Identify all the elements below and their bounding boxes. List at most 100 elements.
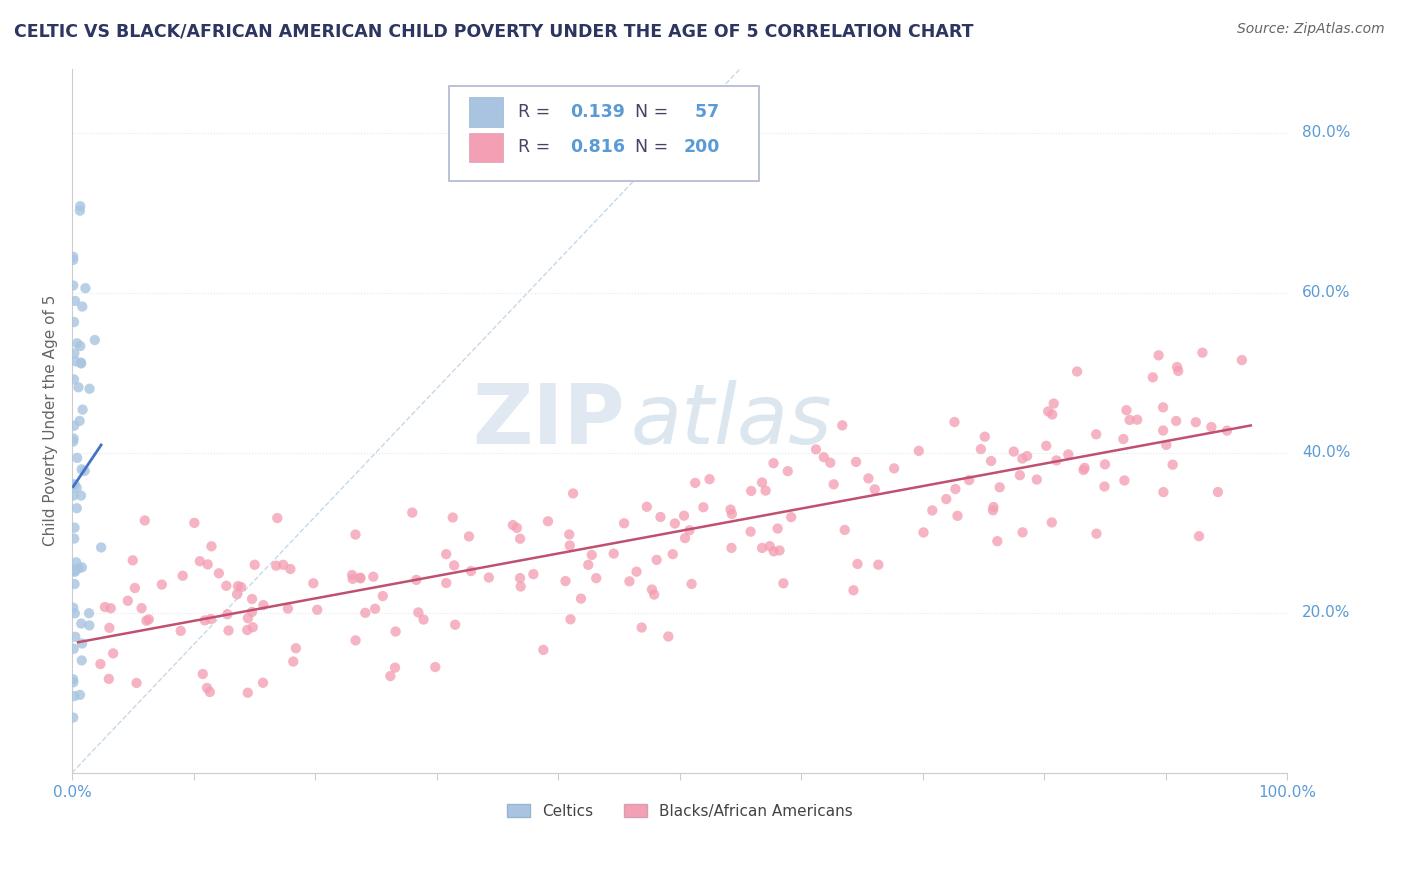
Point [425,660,447,674]
Point [69,199,91,213]
Point [172,568,194,582]
Point [560,612,582,626]
Point [65,354,87,368]
Point [69,414,91,428]
Point [94,600,117,615]
Point [751,541,773,555]
Point [62,672,84,686]
Point [478,570,501,584]
Point [70,462,93,476]
Point [371,589,394,603]
Point [1230,353,1253,368]
Point [131,601,153,615]
Point [62,250,84,264]
Point [813,450,835,465]
Point [70,616,93,631]
Point [1040,408,1063,422]
Point [354,606,377,620]
Point [100,601,122,615]
Point [283,655,305,669]
Point [531,643,554,657]
Point [509,571,531,585]
Text: N =: N = [634,103,673,121]
Point [943,415,966,429]
Point [217,607,239,622]
Bar [470,133,503,162]
Point [740,524,762,539]
Point [69,688,91,702]
Point [264,558,287,573]
Point [69,203,91,218]
Point [981,503,1004,517]
Text: 0.139: 0.139 [571,103,626,121]
Point [63,372,86,386]
Point [657,630,679,644]
Point [1017,449,1039,463]
Point [62,477,84,491]
Point [645,553,668,567]
Point [1167,364,1189,378]
Point [641,582,664,597]
Point [63,577,86,591]
Point [349,571,371,585]
Point [1191,345,1213,359]
Point [62,641,84,656]
Point [921,503,943,517]
Point [558,527,581,541]
Point [1042,396,1064,410]
Point [683,475,706,490]
Point [70,356,93,370]
Point [1073,463,1095,477]
Point [62,252,84,267]
Point [858,471,880,485]
Point [602,547,624,561]
Point [1114,474,1136,488]
Point [1040,516,1063,530]
Point [831,418,853,433]
Point [1161,458,1184,472]
Point [1025,473,1047,487]
Point [1152,424,1174,438]
Point [98,621,121,635]
Text: CELTIC VS BLACK/AFRICAN AMERICAN CHILD POVERTY UNDER THE AGE OF 5 CORRELATION CH: CELTIC VS BLACK/AFRICAN AMERICAN CHILD P… [14,22,973,40]
Point [125,676,148,690]
Point [740,483,762,498]
Point [554,574,576,588]
Text: 57: 57 [683,103,720,121]
Point [63,562,86,576]
Point [945,482,967,496]
Point [62,432,84,446]
Point [1147,348,1170,362]
Point [380,669,402,683]
Point [215,579,238,593]
Text: 40.0%: 40.0% [1302,445,1350,460]
Point [1156,438,1178,452]
Point [277,601,299,615]
Text: R =: R = [517,103,555,121]
Point [630,621,652,635]
Point [67,380,90,394]
Point [302,576,325,591]
Text: 60.0%: 60.0% [1302,285,1350,300]
Point [1152,485,1174,500]
Point [364,601,387,615]
Point [75,281,97,295]
Point [643,588,665,602]
Point [70,356,93,370]
Point [67,561,90,575]
Point [266,511,288,525]
Point [236,686,259,700]
Point [340,568,363,582]
Point [1142,370,1164,384]
Point [562,486,585,500]
Point [842,583,865,598]
Point [509,580,531,594]
Text: 20.0%: 20.0% [1302,605,1350,620]
Point [772,576,794,591]
Point [681,577,703,591]
Point [626,565,648,579]
Point [502,518,524,533]
Point [65,630,87,644]
Point [846,557,869,571]
Point [1008,468,1031,483]
